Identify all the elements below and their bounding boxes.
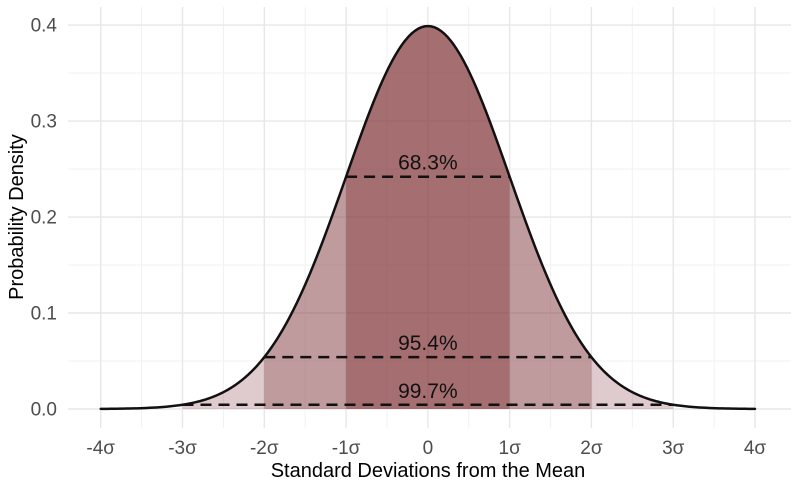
y-tick-label: 0.2 — [31, 208, 57, 229]
x-tick-label: 4σ — [744, 438, 767, 459]
band-minus3-to-minus2 — [182, 357, 265, 409]
y-tick-label: 0.0 — [31, 399, 57, 420]
interval-label-3sigma: 99.7% — [398, 380, 458, 403]
x-tick-label: -1σ — [332, 438, 361, 459]
x-tick-label: 1σ — [499, 438, 522, 459]
y-tick-label: 0.4 — [31, 16, 58, 37]
x-tick-label: -2σ — [250, 438, 279, 459]
y-tick-label: 0.1 — [31, 304, 57, 325]
y-tick-label: 0.3 — [31, 112, 57, 133]
x-tick-label: 2σ — [580, 438, 603, 459]
x-tick-label: -4σ — [86, 438, 115, 459]
density-curve — [99, 24, 757, 411]
x-tick-label: -3σ — [168, 438, 197, 459]
band-minus1-to-plus1 — [346, 26, 510, 409]
x-tick-label: 0 — [423, 438, 434, 459]
interval-label-2sigma: 95.4% — [398, 332, 458, 355]
y-axis-title: Probability Density — [6, 134, 28, 300]
x-axis-title: Standard Deviations from the Mean — [270, 460, 586, 482]
x-tick-label: 3σ — [662, 438, 685, 459]
interval-label-1sigma: 68.3% — [398, 152, 458, 175]
band-plus2-to-plus3 — [591, 357, 674, 409]
